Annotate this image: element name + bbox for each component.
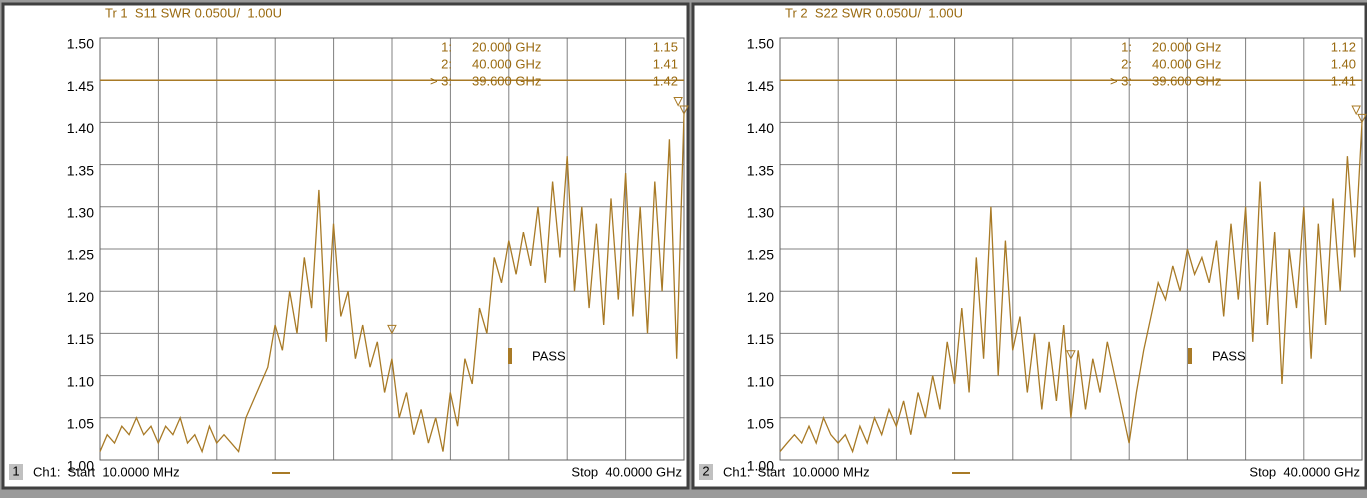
marker-value: 1.41 [653,56,678,71]
y-tick-label: 1.25 [747,247,774,263]
marker-label: 2: [441,56,452,71]
marker-label: > 3: [430,73,452,88]
marker-label: 2: [1121,56,1132,71]
y-tick-label: 1.25 [67,247,94,263]
start-label: Ch1: Start 10.0000 MHz [723,464,870,479]
marker-value: 1.12 [1331,39,1356,54]
marker-frequency: 20.000 GHz [1152,39,1221,54]
y-tick-label: 1.00 [67,458,94,474]
trace-title: Tr 1 S11 SWR 0.050U/ 1.00U [105,5,282,20]
pass-label: PASS [532,348,566,363]
trace-title: Tr 2 S22 SWR 0.050U/ 1.00U [785,5,963,20]
y-tick-label: 1.45 [67,78,94,94]
marker-value: 1.42 [653,73,678,88]
y-tick-label: 1.40 [747,120,774,136]
marker-value: 1.40 [1331,56,1356,71]
pass-bar [508,348,512,364]
panel-frame [691,2,1367,490]
marker [387,324,397,335]
y-tick-label: 1.20 [747,289,774,305]
marker [1066,350,1076,360]
marker [673,97,683,107]
start-label: Ch1: Start 10.0000 MHz [33,464,180,479]
y-tick-label: 1.15 [747,331,774,347]
panel-frame [1,2,690,490]
trace [779,122,1363,454]
channel-box [699,464,713,480]
channel-box [9,464,23,480]
marker-value: 1.41 [1331,73,1356,88]
y-tick-label: 1.10 [67,373,94,389]
y-tick-label: 1.30 [67,205,94,221]
marker-frequency: 20.000 GHz [472,39,541,54]
channel-number: 2 [702,463,709,478]
marker-frequency: 39.600 GHz [472,73,541,88]
marker [1351,105,1361,116]
y-tick-label: 1.30 [747,205,774,221]
y-tick-label: 1.10 [747,373,774,389]
marker-value: 1.15 [653,39,678,54]
marker-frequency: 40.000 GHz [472,56,541,71]
trace [99,113,685,454]
plot-border [779,37,1363,461]
marker-label: 1: [441,39,452,54]
y-tick-label: 1.45 [747,78,774,94]
y-tick-label: 1.40 [67,120,94,136]
stop-label: Stop 40.0000 GHz [1249,464,1360,479]
y-tick-label: 1.35 [747,162,774,178]
y-tick-label: 1.00 [747,458,774,474]
marker-label: 1: [1121,39,1132,54]
marker [679,105,689,116]
pass-label: PASS [1212,348,1246,363]
marker [1357,113,1367,124]
y-tick-label: 1.05 [67,416,94,432]
y-tick-label: 1.35 [67,162,94,178]
channel-number: 1 [12,463,19,478]
marker-frequency: 40.000 GHz [1152,56,1221,71]
marker-label: > 3: [1110,73,1132,88]
y-tick-label: 1.05 [747,416,774,432]
y-tick-label: 1.20 [67,289,94,305]
stop-label: Stop 40.0000 GHz [571,464,682,479]
y-tick-label: 1.50 [747,36,774,52]
marker-frequency: 39.600 GHz [1152,73,1221,88]
pass-bar [1188,348,1192,364]
plot-border [99,37,685,461]
y-tick-label: 1.50 [67,36,94,52]
y-tick-label: 1.15 [67,331,94,347]
